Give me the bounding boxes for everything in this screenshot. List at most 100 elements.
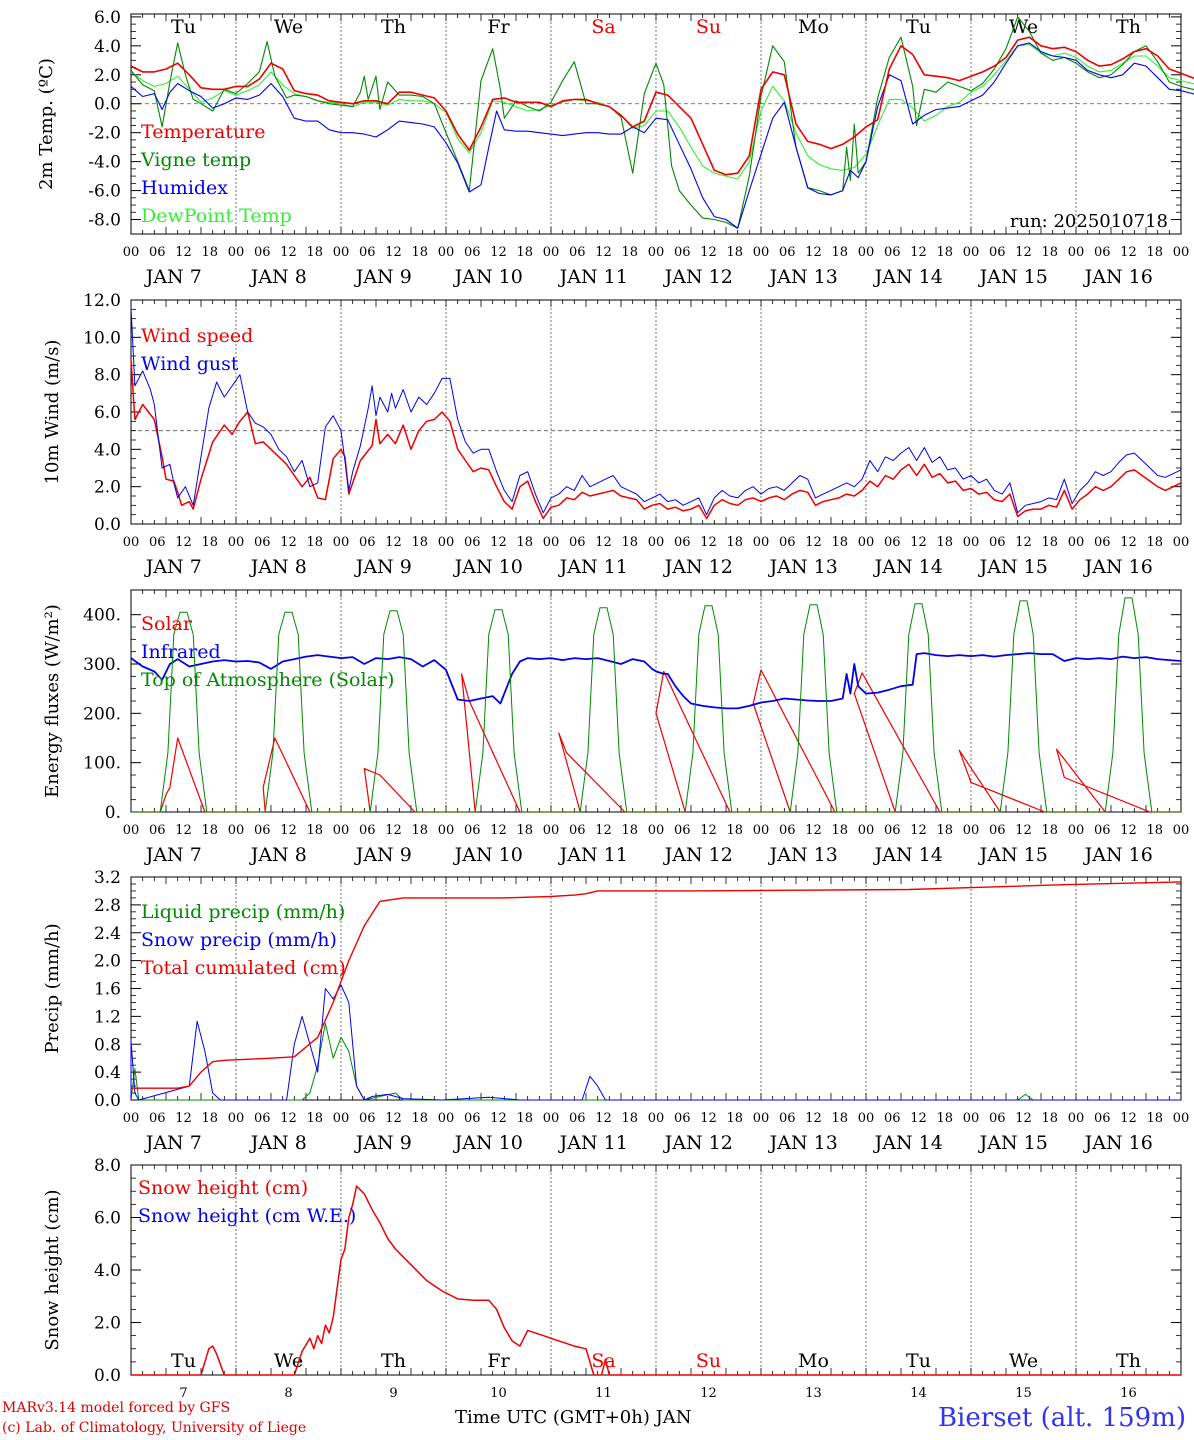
x-hour-label: 12 xyxy=(175,245,192,260)
x-hour-label: 06 xyxy=(884,823,901,838)
x-hour-label: 18 xyxy=(201,823,218,838)
x-day-number: 8 xyxy=(284,1386,292,1401)
x-date-label: JAN 13 xyxy=(768,556,838,578)
x-date-label: JAN 15 xyxy=(978,1132,1048,1154)
lab-credit: (c) Lab. of Climatology, University of L… xyxy=(2,1420,307,1436)
series-line xyxy=(131,1185,1181,1376)
x-hour-label: 06 xyxy=(779,535,796,550)
x-day-number: 10 xyxy=(490,1386,507,1401)
x-hour-label: 00 xyxy=(123,535,140,550)
chart-panel-3: 0. 100. 200. 300. 400. Energy fluxes (W/m²) 00… xyxy=(42,589,1189,866)
y-tick-label: 0.0 xyxy=(94,515,121,535)
x-hour-label: 00 xyxy=(1173,1111,1190,1126)
x-hour-label: 12 xyxy=(910,245,927,260)
chart-panel-5: 0.0 2.0 4.0 6.0 8.0 Snow height (cm) 7 8 9 10 11 12… xyxy=(42,1156,1182,1401)
x-date-label: JAN 16 xyxy=(1083,556,1153,578)
x-hour-label: 12 xyxy=(700,1111,717,1126)
x-hour-label: 18 xyxy=(1041,823,1058,838)
x-hour-label: 06 xyxy=(989,245,1006,260)
weekday-label: We xyxy=(1009,16,1038,38)
x-hour-label: 12 xyxy=(595,1111,612,1126)
y-tick-label: -8.0 xyxy=(88,211,121,231)
x-hour-label: 18 xyxy=(831,535,848,550)
x-hour-label: 06 xyxy=(464,1111,481,1126)
x-hour-label: 12 xyxy=(910,1111,927,1126)
model-credit: MARv3.14 model forced by GFS xyxy=(2,1400,231,1416)
x-hour-label: 00 xyxy=(438,535,455,550)
x-date-label: JAN 8 xyxy=(249,556,307,578)
x-hour-label: 12 xyxy=(490,1111,507,1126)
y-tick-label: 4.0 xyxy=(94,37,121,57)
x-hour-label: 00 xyxy=(333,823,350,838)
weekday-label: Tu xyxy=(906,1350,931,1372)
x-hour-label: 00 xyxy=(123,245,140,260)
legend-entry: Humidex xyxy=(141,177,228,199)
x-hour-label: 06 xyxy=(1094,535,1111,550)
y-tick-label: 12.0 xyxy=(83,291,121,311)
x-hour-label: 12 xyxy=(175,1111,192,1126)
x-day-number: 13 xyxy=(805,1386,822,1401)
weekday-label: Mo xyxy=(798,16,829,38)
legend-entry: Temperature xyxy=(141,121,265,143)
x-hour-label: 00 xyxy=(1068,1111,1085,1126)
x-hour-label: 12 xyxy=(595,245,612,260)
x-hour-label: 06 xyxy=(464,245,481,260)
x-hour-label: 00 xyxy=(543,1111,560,1126)
x-hour-label: 12 xyxy=(385,535,402,550)
x-day-number: 15 xyxy=(1015,1386,1032,1401)
x-hour-label: 18 xyxy=(411,245,428,260)
x-hour-label: 18 xyxy=(1146,1111,1163,1126)
x-hour-label: 18 xyxy=(621,1111,638,1126)
x-hour-label: 06 xyxy=(674,535,691,550)
y-axis-label: Snow height (cm) xyxy=(42,1189,63,1350)
legend-entry: Snow height (cm W.E.) xyxy=(138,1205,356,1227)
x-hour-label: 18 xyxy=(201,535,218,550)
x-day-number: 12 xyxy=(700,1386,717,1401)
legend-entry: DewPoint Temp xyxy=(141,205,292,227)
weekday-label: We xyxy=(274,1350,303,1372)
x-hour-label: 00 xyxy=(438,823,455,838)
x-hour-label: 06 xyxy=(779,245,796,260)
x-hour-label: 00 xyxy=(858,245,875,260)
x-hour-label: 00 xyxy=(648,245,665,260)
x-date-label: JAN 15 xyxy=(978,266,1048,288)
x-date-label: JAN 12 xyxy=(663,266,733,288)
y-tick-label: 1.6 xyxy=(94,980,121,1000)
x-date-label: JAN 9 xyxy=(354,844,412,866)
y-tick-label: 400. xyxy=(83,606,121,626)
x-hour-label: 00 xyxy=(858,535,875,550)
station-name: Bierset (alt. 159m) xyxy=(937,1403,1186,1433)
x-date-label: JAN 9 xyxy=(354,1132,412,1154)
x-hour-label: 00 xyxy=(1068,245,1085,260)
x-hour-label: 12 xyxy=(1015,823,1032,838)
x-hour-label: 18 xyxy=(726,1111,743,1126)
x-hour-label: 18 xyxy=(306,535,323,550)
legend-entry: Vigne temp xyxy=(140,149,251,171)
x-hour-label: 12 xyxy=(910,823,927,838)
legend-entry: Total cumulated (cm) xyxy=(141,957,346,979)
x-hour-label: 06 xyxy=(149,245,166,260)
x-hour-label: 06 xyxy=(359,823,376,838)
x-hour-label: 06 xyxy=(989,823,1006,838)
x-date-label: JAN 16 xyxy=(1083,266,1153,288)
x-hour-label: 12 xyxy=(1120,245,1137,260)
x-hour-label: 12 xyxy=(280,823,297,838)
x-hour-label: 12 xyxy=(385,823,402,838)
x-day-number: 16 xyxy=(1120,1386,1137,1401)
weekday-label: Tu xyxy=(171,1350,196,1372)
weekday-label: Sa xyxy=(591,16,615,38)
x-hour-label: 18 xyxy=(936,823,953,838)
x-date-label: JAN 14 xyxy=(873,844,943,866)
x-hour-label: 18 xyxy=(831,245,848,260)
x-hour-label: 00 xyxy=(753,535,770,550)
x-hour-label: 00 xyxy=(333,535,350,550)
x-hour-label: 00 xyxy=(333,245,350,260)
x-hour-label: 06 xyxy=(1094,823,1111,838)
x-date-label: JAN 8 xyxy=(249,844,307,866)
series-line xyxy=(130,359,1182,520)
x-date-label: JAN 11 xyxy=(558,266,628,288)
x-hour-label: 18 xyxy=(201,245,218,260)
x-hour-label: 06 xyxy=(149,535,166,550)
x-day-number: 14 xyxy=(910,1386,927,1401)
